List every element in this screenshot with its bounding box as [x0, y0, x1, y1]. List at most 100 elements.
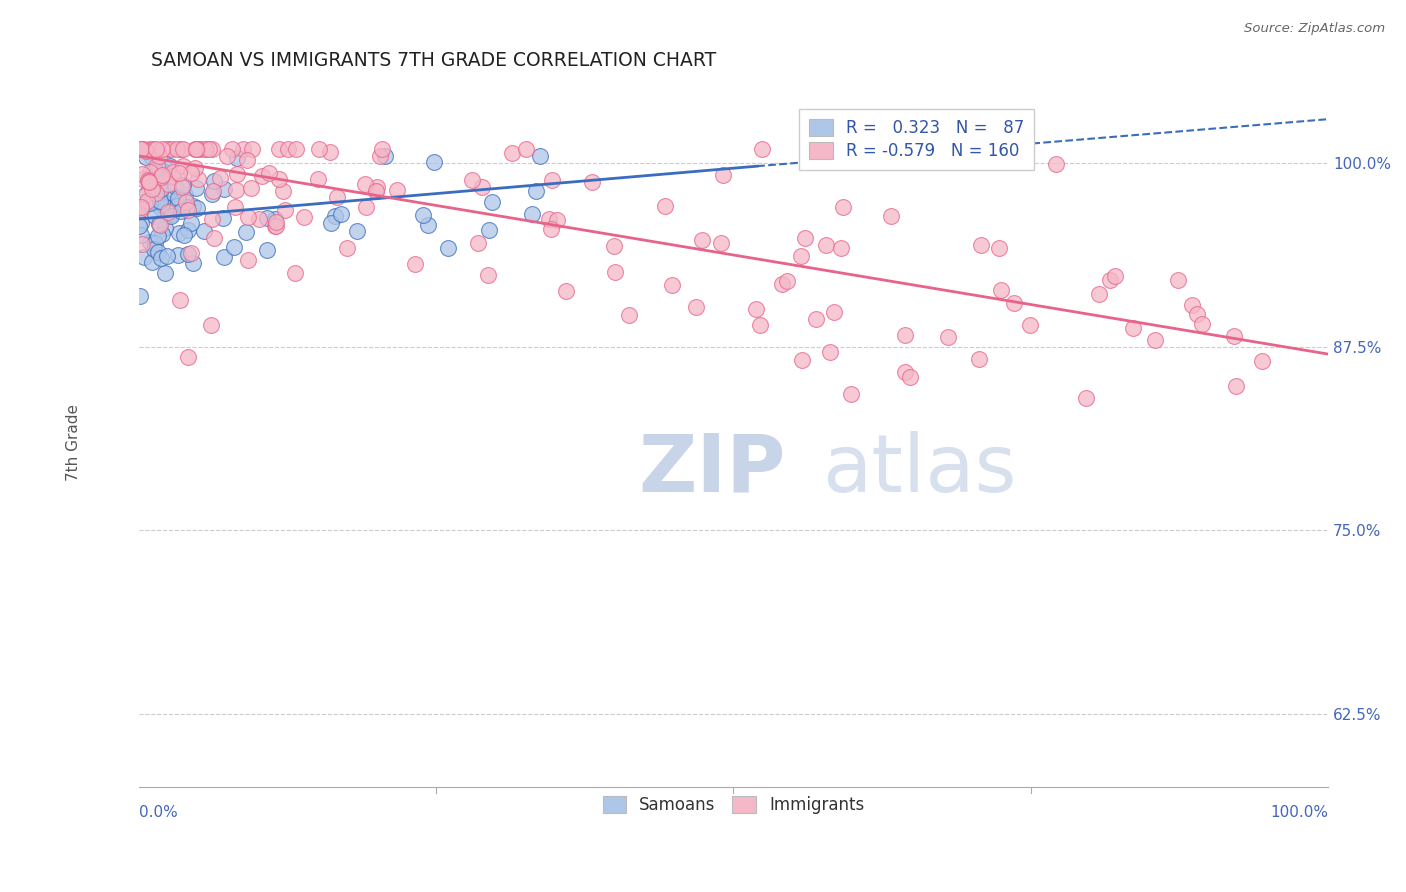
Point	[141, 182, 163, 196]
Point	[804, 311, 827, 326]
Point	[1223, 329, 1246, 343]
Point	[238, 210, 260, 224]
Point	[170, 180, 193, 194]
Point	[1167, 273, 1189, 287]
Point	[139, 165, 162, 179]
Point	[187, 171, 209, 186]
Point	[267, 142, 290, 156]
Point	[221, 142, 243, 156]
Point	[436, 241, 458, 255]
Point	[794, 231, 817, 245]
Point	[412, 207, 434, 221]
Point	[346, 224, 368, 238]
Point	[129, 200, 152, 214]
Point	[256, 243, 278, 257]
Point	[177, 223, 200, 237]
Point	[146, 158, 169, 172]
Point	[201, 212, 224, 227]
Point	[153, 266, 176, 280]
Point	[166, 199, 188, 213]
Point	[529, 149, 551, 163]
Text: SAMOAN VS IMMIGRANTS 7TH GRADE CORRELATION CHART: SAMOAN VS IMMIGRANTS 7TH GRADE CORRELATI…	[150, 51, 716, 70]
Point	[990, 283, 1012, 297]
Point	[149, 219, 172, 233]
Point	[749, 318, 772, 332]
Point	[654, 198, 676, 212]
Point	[224, 200, 246, 214]
Point	[139, 195, 162, 210]
Point	[184, 161, 207, 176]
Point	[162, 142, 184, 156]
Point	[214, 250, 236, 264]
Point	[839, 387, 862, 401]
Point	[128, 142, 150, 156]
Point	[461, 173, 484, 187]
Point	[329, 207, 352, 221]
Point	[617, 309, 640, 323]
Point	[1076, 391, 1098, 405]
Point	[167, 226, 190, 240]
Point	[252, 169, 274, 184]
Point	[818, 345, 841, 359]
Point	[138, 175, 160, 189]
Point	[745, 301, 768, 316]
Point	[661, 277, 683, 292]
Text: 0.0%: 0.0%	[139, 805, 177, 820]
Point	[354, 200, 377, 214]
Point	[581, 175, 603, 189]
Point	[1045, 157, 1067, 171]
Point	[180, 216, 202, 230]
Point	[477, 268, 499, 282]
Point	[238, 253, 260, 268]
Point	[501, 145, 523, 160]
Point	[323, 210, 346, 224]
Point	[132, 250, 155, 264]
Text: Source: ZipAtlas.com: Source: ZipAtlas.com	[1244, 22, 1385, 36]
Point	[138, 173, 160, 187]
Point	[520, 207, 543, 221]
Point	[167, 248, 190, 262]
Point	[150, 227, 173, 241]
Point	[368, 148, 391, 162]
Point	[128, 289, 150, 303]
Point	[186, 142, 208, 156]
Point	[540, 222, 562, 236]
Point	[1191, 318, 1213, 332]
Point	[267, 171, 290, 186]
Point	[143, 235, 166, 250]
Point	[184, 180, 207, 194]
Text: 100.0%: 100.0%	[1270, 805, 1329, 820]
Point	[135, 144, 157, 158]
Point	[776, 274, 799, 288]
Point	[894, 327, 917, 342]
Point	[936, 330, 959, 344]
Point	[143, 167, 166, 181]
Point	[770, 277, 793, 291]
Point	[149, 182, 172, 196]
Point	[201, 142, 224, 156]
Point	[790, 249, 813, 263]
Point	[173, 188, 195, 202]
Point	[131, 216, 153, 230]
Point	[894, 365, 917, 379]
Point	[271, 185, 294, 199]
Point	[160, 207, 183, 221]
Point	[153, 221, 176, 235]
Point	[176, 200, 198, 214]
Point	[277, 142, 299, 156]
Point	[247, 211, 270, 226]
Point	[159, 160, 181, 174]
Point	[366, 180, 388, 194]
Point	[257, 166, 280, 180]
Point	[814, 238, 837, 252]
Point	[326, 189, 349, 203]
Point	[685, 301, 707, 315]
Point	[200, 318, 222, 333]
Point	[156, 249, 179, 263]
Point	[336, 242, 359, 256]
Point	[308, 142, 330, 156]
Point	[235, 225, 257, 239]
Point	[307, 171, 329, 186]
Point	[284, 266, 307, 280]
Point	[145, 186, 167, 200]
